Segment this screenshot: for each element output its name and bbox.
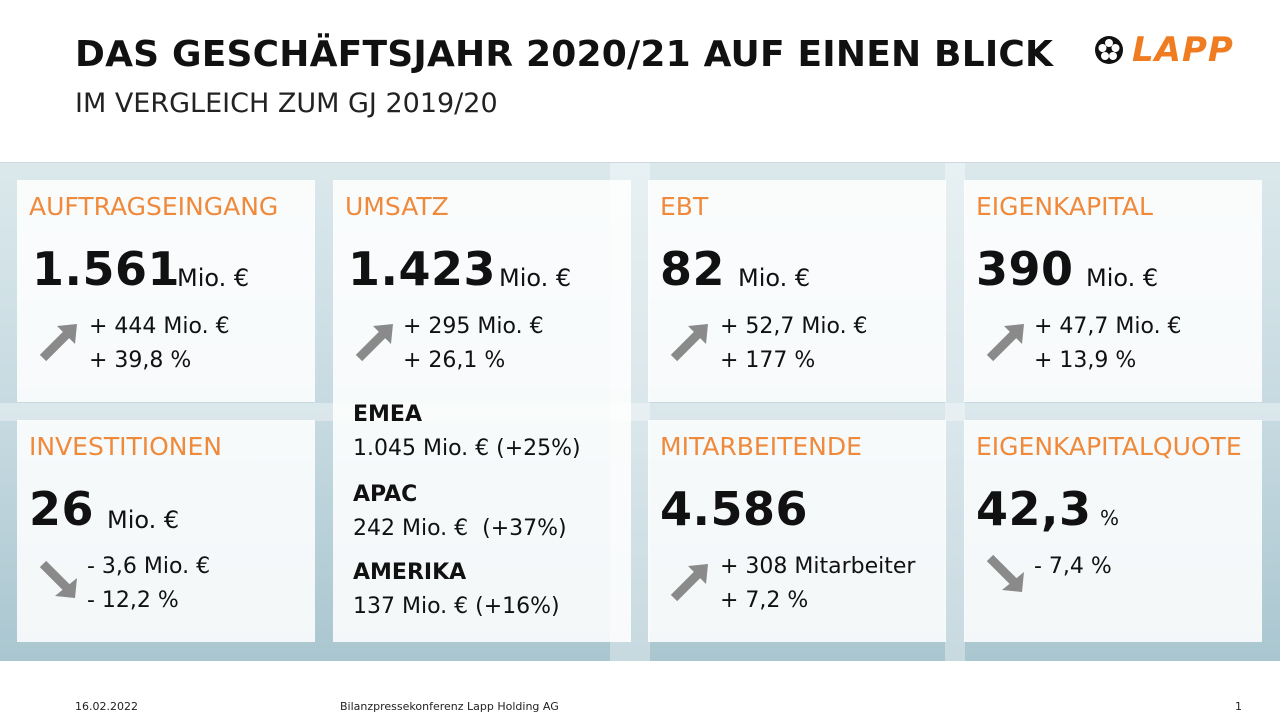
kpi-value: 390 [976,242,1074,296]
region-name-amerika: AMERIKA [353,560,467,585]
card-label: INVESTITIONEN [29,432,223,461]
up-arrow-icon [355,324,393,362]
delta-percent: - 12,2 % [87,588,179,613]
page-subtitle: IM VERGLEICH ZUM GJ 2019/20 [75,88,498,119]
kpi-unit: Mio. € [738,264,811,292]
page-title: DAS GESCHÄFTSJAHR 2020/21 AUF EINEN BLIC… [75,34,1054,75]
kpi-unit: Mio. € [107,506,180,534]
page-number: 1 [1235,700,1242,713]
card-label: EIGENKAPITALQUOTE [976,432,1242,461]
card-label: EIGENKAPITAL [976,192,1153,221]
kpi-unit: Mio. € [499,264,572,292]
up-arrow-icon [670,324,708,362]
region-value-apac: 242 Mio. € (+37%) [353,516,567,541]
delta-absolute: + 52,7 Mio. € [720,314,868,339]
card-label: MITARBEITENDE [660,432,862,461]
delta-absolute: + 444 Mio. € [89,314,230,339]
up-arrow-icon [39,324,77,362]
kpi-value: 42,3 [976,482,1092,536]
delta-percent: - 7,4 % [1034,554,1112,579]
card-label: EBT [660,192,709,221]
down-arrow-icon [986,554,1024,592]
card-label: UMSATZ [345,192,449,221]
region-name-emea: EMEA [353,402,422,427]
footer-event: Bilanzpressekonferenz Lapp Holding AG [340,700,559,713]
card-umsatz: UMSATZ 1.423 Mio. € + 295 Mio. € + 26,1 … [333,180,631,642]
up-arrow-icon [670,564,708,602]
kpi-value: 1.423 [348,242,497,296]
delta-absolute: + 308 Mitarbeiter [720,554,916,579]
kpi-value: 4.586 [660,482,809,536]
delta-absolute: - 3,6 Mio. € [87,554,211,579]
region-value-emea: 1.045 Mio. € (+25%) [353,436,581,461]
card-investitionen: INVESTITIONEN 26 Mio. € - 3,6 Mio. € - 1… [17,420,315,642]
card-ebt: EBT 82 Mio. € + 52,7 Mio. € + 177 % [648,180,946,402]
delta-absolute: + 295 Mio. € [403,314,544,339]
cable-logo-icon [1095,36,1123,64]
down-arrow-icon [39,560,77,598]
kpi-value: 82 [660,242,726,296]
card-eigenkapitalquote: EIGENKAPITALQUOTE 42,3 % - 7,4 % [964,420,1262,642]
card-auftragseingang: AUFTRAGSEINGANG 1.561 Mio. € + 444 Mio. … [17,180,315,402]
card-eigenkapital: EIGENKAPITAL 390 Mio. € + 47,7 Mio. € + … [964,180,1262,402]
up-arrow-icon [986,324,1024,362]
footer-date: 16.02.2022 [75,700,138,713]
kpi-unit: Mio. € [1086,264,1159,292]
delta-percent: + 7,2 % [720,588,809,613]
card-mitarbeitende: MITARBEITENDE 4.586 + 308 Mitarbeiter + … [648,420,946,642]
kpi-unit: Mio. € [177,264,250,292]
lapp-logo: LAPP [1094,30,1234,70]
kpi-unit: % [1100,506,1120,530]
region-value-amerika: 137 Mio. € (+16%) [353,594,560,619]
delta-absolute: + 47,7 Mio. € [1034,314,1182,339]
delta-percent: + 177 % [720,348,816,373]
delta-percent: + 26,1 % [403,348,506,373]
logo-text: LAPP [1132,30,1234,70]
kpi-value: 1.561 [32,242,181,296]
region-name-apac: APAC [353,482,418,507]
delta-percent: + 13,9 % [1034,348,1137,373]
card-label: AUFTRAGSEINGANG [29,192,279,221]
kpi-value: 26 [29,482,95,536]
delta-percent: + 39,8 % [89,348,192,373]
